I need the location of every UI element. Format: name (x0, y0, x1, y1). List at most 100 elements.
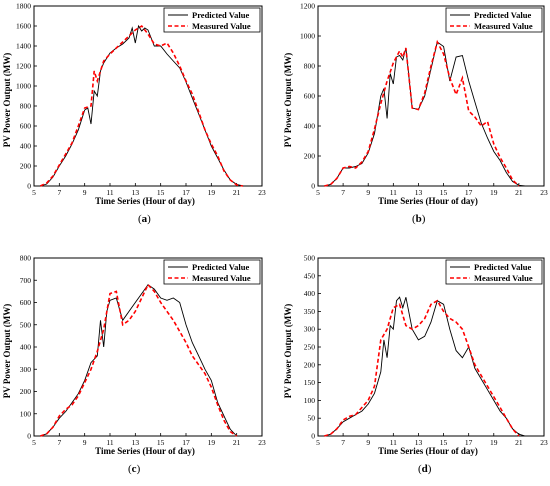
y-tick-label: 0 (311, 432, 315, 441)
x-tick-label: 15 (440, 438, 448, 447)
y-tick-label: 300 (20, 365, 32, 374)
x-tick-label: 7 (341, 438, 345, 447)
legend-box (445, 7, 543, 33)
y-axis-title: PV Power Output (MW) (2, 304, 12, 398)
x-tick-label: 9 (83, 188, 87, 197)
y-tick-label: 200 (304, 152, 316, 161)
measured-series-line (40, 283, 238, 437)
measured-series-line (324, 39, 520, 187)
x-tick-label: 13 (415, 188, 423, 197)
predicted-series-line (40, 284, 238, 437)
panel-label-paren: ) (428, 463, 432, 475)
x-tick-label: 17 (465, 438, 473, 447)
panel-label-paren: ( (128, 463, 132, 475)
y-axis-title: PV Power Output (MW) (283, 53, 293, 147)
x-tick-label: 11 (390, 438, 397, 447)
y-tick-label: 600 (20, 298, 32, 307)
predicted-series-line (40, 24, 244, 187)
y-tick-label: 0 (27, 432, 31, 441)
y-tick-label: 500 (304, 254, 316, 263)
panel-a: 5 7 9 11 13 15 17 19 21 23 0 200 400 600 800 1000 1200 14… (2, 2, 266, 226)
x-tick-label: 5 (32, 438, 36, 447)
y-tick-label: 600 (20, 122, 32, 131)
panel-label-c: (c) (128, 463, 141, 475)
x-tick-label: 19 (208, 188, 216, 197)
x-tick-label: 21 (233, 438, 241, 447)
x-tick-label: 15 (157, 188, 165, 197)
x-tick-label: 7 (57, 438, 61, 447)
x-tick-label: 7 (341, 188, 345, 197)
x-axis-title: Time Series (Hour of day) (378, 196, 478, 206)
y-tick-label: 800 (304, 62, 316, 71)
y-tick-label: 400 (20, 343, 32, 352)
legend-box (163, 7, 261, 33)
y-tick-label: 800 (20, 102, 32, 111)
y-tick-label: 1200 (300, 2, 315, 11)
y-tick-label: 150 (304, 378, 316, 387)
y-tick-label: 100 (304, 396, 316, 405)
y-tick-label: 200 (20, 162, 32, 171)
legend-box (163, 259, 261, 285)
plot-area-a: 5 7 9 11 13 15 17 19 21 23 0 200 400 600 800 1000 1200 14… (2, 2, 266, 207)
x-tick-label: 11 (106, 188, 113, 197)
x-tick-label: 19 (490, 438, 498, 447)
y-tick-label: 1000 (16, 82, 31, 91)
legend-box (445, 259, 543, 285)
y-tick-label: 1200 (16, 62, 31, 71)
y-tick-label: 200 (304, 360, 316, 369)
y-tick-label: 450 (304, 271, 316, 280)
y-tick-label: 300 (304, 325, 316, 334)
legend-label-measured: Measured Value (192, 273, 251, 283)
x-tick-label: 9 (83, 438, 87, 447)
x-tick-label: 17 (182, 438, 190, 447)
panel-label-paren: ) (147, 213, 151, 225)
x-tick-label: 9 (366, 438, 370, 447)
y-axis-title: PV Power Output (MW) (2, 53, 12, 147)
legend-label-predicted: Predicted Value (192, 10, 249, 20)
panel-label-letter: d (422, 463, 428, 475)
legend-label-predicted: Predicted Value (474, 10, 531, 20)
x-tick-label: 19 (490, 188, 498, 197)
y-tick-label: 500 (20, 320, 32, 329)
x-tick-label: 15 (157, 438, 165, 447)
measured-series-line (324, 299, 520, 437)
y-tick-label: 400 (20, 142, 32, 151)
x-axis-title: Time Series (Hour of day) (378, 446, 478, 456)
panel-d: 5 7 9 11 13 15 17 19 21 23 0 50 100 150 200 250 300 350 40… (283, 254, 548, 476)
legend-label-predicted: Predicted Value (474, 262, 531, 272)
predicted-series-line (324, 41, 526, 187)
panel-label-letter: a (142, 213, 148, 225)
axes-box (317, 5, 545, 187)
x-tick-label: 9 (366, 188, 370, 197)
x-tick-label: 23 (258, 438, 266, 447)
y-tick-label: 1000 (300, 32, 315, 41)
legend-label-measured: Measured Value (192, 21, 251, 31)
y-tick-label: 1800 (16, 2, 31, 11)
panel-label-paren: ( (412, 213, 416, 225)
x-tick-label: 23 (540, 438, 548, 447)
x-tick-label: 23 (540, 188, 548, 197)
plot-area-d: 5 7 9 11 13 15 17 19 21 23 0 50 100 150 200 250 300 350 40… (283, 254, 548, 457)
plot-area-c: 5 7 9 11 13 15 17 19 21 23 0 100 200 300 400 500 600 700 8… (2, 254, 266, 457)
x-tick-label: 13 (132, 188, 140, 197)
panel-b: 5 7 9 11 13 15 17 19 21 23 0 200 400 600 800 1000 1200 Ti… (283, 2, 548, 226)
axes-box (317, 257, 545, 437)
x-tick-label: 17 (465, 188, 473, 197)
x-tick-label: 19 (208, 438, 216, 447)
x-tick-label: 17 (182, 188, 190, 197)
x-tick-label: 13 (415, 438, 423, 447)
panel-label-letter: b (416, 213, 422, 225)
y-tick-label: 0 (311, 182, 315, 191)
panel-label-d: (d) (418, 463, 432, 475)
panel-label-b: (b) (412, 213, 426, 225)
panel-label-a: (a) (138, 213, 151, 225)
x-tick-label: 21 (515, 438, 523, 447)
y-tick-label: 700 (20, 276, 32, 285)
x-axis-title: Time Series (Hour of day) (95, 446, 195, 456)
panel-label-letter: c (132, 463, 137, 475)
x-tick-label: 21 (233, 188, 241, 197)
panel-label-paren: ) (422, 213, 426, 225)
x-tick-label: 7 (57, 188, 61, 197)
y-tick-label: 600 (304, 92, 316, 101)
x-tick-label: 15 (440, 188, 448, 197)
